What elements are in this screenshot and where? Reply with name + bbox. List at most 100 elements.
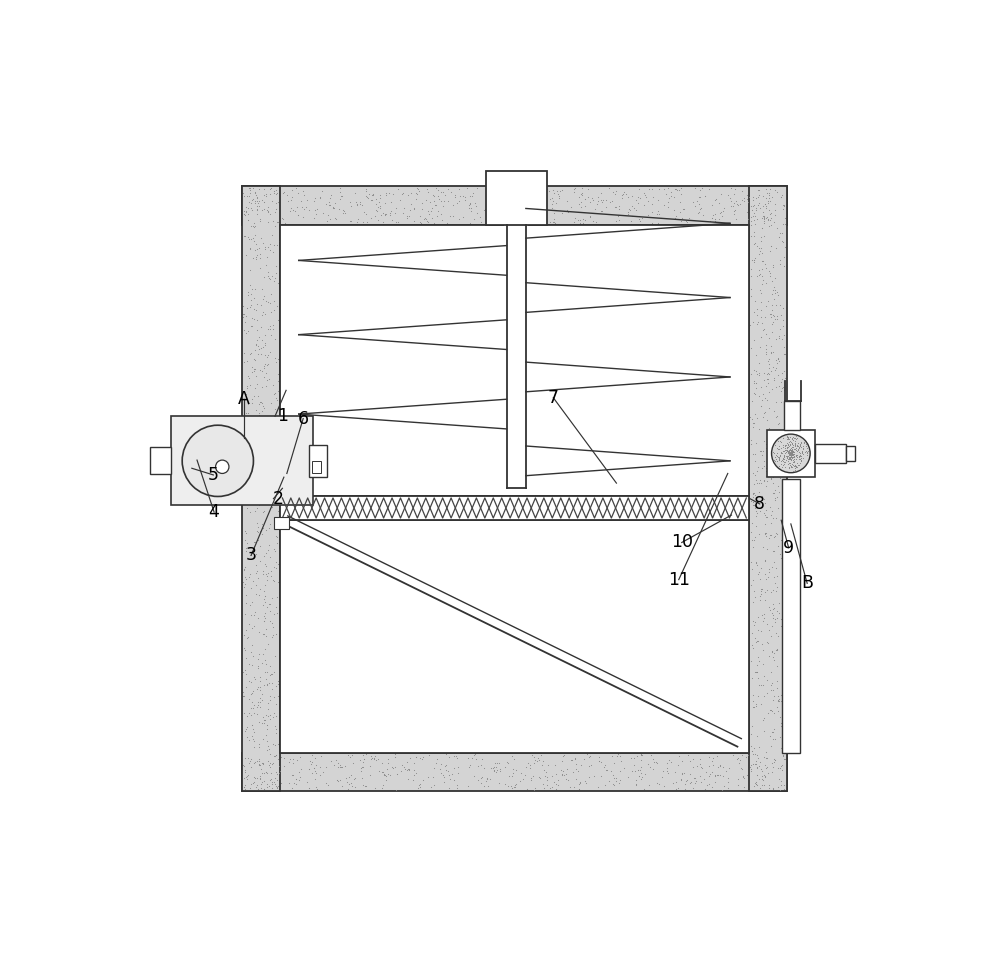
Point — [236, 307, 252, 322]
Point — [551, 190, 567, 205]
Point — [774, 444, 790, 460]
Point — [271, 758, 287, 773]
Point — [560, 772, 576, 788]
Point — [767, 310, 783, 326]
Point — [364, 192, 380, 207]
Point — [366, 751, 382, 766]
Point — [258, 621, 274, 636]
Point — [775, 749, 791, 764]
Point — [240, 406, 256, 421]
Point — [768, 451, 784, 467]
Point — [524, 747, 540, 763]
Point — [743, 209, 759, 225]
Point — [754, 262, 770, 278]
Point — [768, 560, 784, 576]
Point — [253, 340, 269, 356]
Point — [410, 780, 426, 795]
Point — [262, 603, 278, 619]
Bar — [815, 443, 846, 463]
Point — [734, 747, 750, 763]
Point — [542, 214, 558, 229]
Point — [746, 415, 762, 431]
Point — [264, 780, 280, 795]
Point — [566, 182, 582, 198]
Point — [763, 210, 779, 226]
Point — [608, 773, 624, 789]
Point — [770, 441, 786, 456]
Point — [760, 371, 776, 387]
Point — [764, 703, 780, 718]
Point — [774, 695, 790, 710]
Point — [631, 768, 647, 784]
Point — [754, 771, 770, 787]
Point — [767, 362, 783, 378]
Point — [526, 755, 542, 770]
Point — [255, 291, 271, 307]
Point — [333, 188, 349, 203]
Point — [243, 428, 259, 443]
Point — [754, 763, 770, 778]
Point — [258, 378, 274, 393]
Point — [775, 198, 791, 213]
Point — [371, 195, 387, 210]
Point — [354, 770, 370, 786]
Point — [712, 767, 728, 783]
Point — [239, 301, 255, 316]
Point — [633, 765, 649, 781]
Point — [252, 673, 268, 688]
Point — [777, 442, 793, 458]
Point — [573, 758, 589, 773]
Point — [264, 462, 280, 477]
Point — [744, 393, 760, 409]
Point — [764, 755, 780, 770]
Point — [772, 321, 788, 336]
Point — [257, 556, 273, 572]
Point — [262, 344, 278, 360]
Point — [262, 242, 278, 257]
Point — [649, 775, 665, 790]
Point — [776, 647, 792, 662]
Point — [774, 460, 790, 475]
Point — [791, 440, 807, 455]
Point — [787, 438, 803, 453]
Point — [598, 193, 614, 208]
Point — [259, 780, 275, 795]
Point — [774, 332, 790, 347]
Point — [276, 759, 292, 774]
Point — [261, 779, 277, 794]
Point — [244, 395, 260, 411]
Point — [295, 210, 311, 226]
Point — [789, 459, 805, 474]
Point — [239, 768, 255, 784]
Point — [697, 781, 713, 796]
Point — [788, 431, 804, 446]
Point — [240, 284, 256, 300]
Point — [767, 576, 783, 591]
Point — [749, 759, 765, 774]
Point — [777, 441, 793, 456]
Point — [785, 457, 801, 472]
Point — [687, 770, 703, 786]
Point — [764, 381, 780, 396]
Point — [240, 629, 256, 645]
Text: 1: 1 — [277, 408, 288, 425]
Point — [607, 200, 623, 215]
Point — [474, 769, 490, 785]
Point — [792, 439, 808, 454]
Point — [363, 192, 379, 207]
Point — [269, 392, 285, 408]
Point — [525, 191, 541, 206]
Bar — [280, 521, 749, 753]
Point — [613, 753, 629, 768]
Point — [749, 557, 765, 573]
Point — [612, 763, 628, 778]
Point — [392, 193, 408, 208]
Point — [262, 413, 278, 428]
Point — [249, 199, 265, 214]
Point — [442, 771, 458, 787]
Point — [236, 206, 252, 222]
Point — [747, 235, 763, 251]
Point — [306, 761, 322, 776]
Point — [507, 777, 523, 792]
Point — [251, 714, 267, 730]
